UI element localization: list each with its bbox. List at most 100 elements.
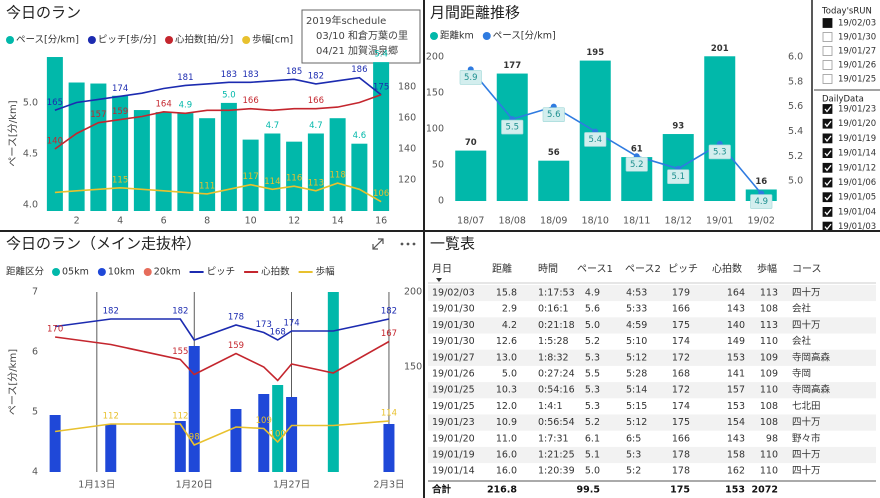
slicer-item[interactable]: 19/01/03	[838, 222, 876, 232]
legend-label: 20km	[154, 267, 181, 278]
slicer-item[interactable]: 19/01/12	[838, 163, 876, 173]
y-tick-label: 4	[32, 467, 38, 478]
table-cell: 140	[727, 320, 745, 331]
table-cell: 19/01/19	[432, 450, 475, 461]
checkbox[interactable]	[822, 32, 833, 42]
table-cell: 174	[672, 336, 690, 347]
y2-tick-label: 200	[404, 287, 422, 298]
table-cell: 5:28	[626, 369, 647, 380]
table-cell: 12.6	[496, 336, 517, 347]
data-label-box	[459, 70, 482, 85]
slicer-item[interactable]: 19/01/27	[838, 47, 876, 57]
x-tick-label: 19/01	[706, 216, 733, 227]
table-cell: 19/01/30	[432, 336, 475, 347]
table-cell: 157	[727, 385, 745, 396]
slicer-item[interactable]: 19/01/06	[838, 178, 876, 188]
slicer-item[interactable]: 19/01/04	[838, 207, 876, 217]
y2-tick-label: 5.4	[788, 126, 803, 137]
checkbox[interactable]	[822, 74, 833, 84]
y-tick-label: 200	[426, 52, 444, 63]
checkbox[interactable]	[822, 60, 833, 70]
data-label: 5.3	[713, 147, 727, 157]
table-title: 一覧表	[430, 235, 475, 253]
checkbox[interactable]	[822, 148, 833, 159]
schedule-title: 2019年schedule	[306, 14, 386, 27]
check-mark	[824, 164, 832, 172]
table-cell: 2.9	[502, 304, 517, 315]
data-label: 170	[47, 325, 63, 335]
column-header: 距離	[492, 262, 512, 275]
x-tick-label: 18/10	[582, 216, 609, 227]
checkbox[interactable]	[822, 192, 833, 203]
bar	[258, 394, 270, 472]
data-label: 182	[103, 307, 119, 317]
table-cell: 1:5:28	[538, 336, 569, 347]
data-label: 173	[256, 320, 272, 330]
sort-arrow	[436, 278, 442, 282]
slicer-item[interactable]: 19/01/23	[838, 105, 876, 115]
checkbox[interactable]	[822, 177, 833, 188]
table-cell: 141	[727, 369, 745, 380]
table-cell: 0:54:16	[538, 385, 575, 396]
table-cell: 1:17:53	[538, 288, 575, 299]
table-cell: 19/01/30	[432, 320, 475, 331]
column-header: ペース2	[625, 264, 661, 275]
checkbox[interactable]	[822, 118, 833, 129]
data-label: 111	[199, 181, 215, 191]
table-cell: 5.0	[585, 466, 600, 477]
bar	[307, 133, 324, 211]
x-tick-label: 1月13日	[78, 480, 115, 491]
legend-swatch	[87, 36, 96, 44]
checkbox[interactable]	[822, 46, 833, 56]
y2-tick-label: 140	[398, 144, 416, 155]
y2-tick-label: 150	[404, 362, 422, 373]
expand-icon[interactable]	[372, 238, 384, 250]
table-cell: 166	[672, 304, 690, 315]
slicer-item[interactable]: 19/01/25	[838, 75, 876, 85]
slicer-item[interactable]: 19/01/20	[838, 119, 876, 129]
data-label: 5.2	[630, 160, 644, 170]
schedule-item: 04/21 加賀温泉郷	[316, 44, 398, 57]
slicer-item[interactable]: 19/01/30	[838, 33, 876, 43]
data-label-box	[542, 107, 565, 122]
table-cell: 19/01/30	[432, 304, 475, 315]
y-tick-label: 6	[32, 347, 38, 358]
slicer-item[interactable]: 19/01/19	[838, 134, 876, 144]
more-icon[interactable]	[400, 242, 416, 246]
bar	[286, 141, 303, 211]
table-cell: 5.0	[502, 369, 517, 380]
checkbox[interactable]	[822, 206, 833, 217]
x-tick-label: 2月3日	[373, 480, 404, 491]
data-label: 112	[172, 412, 188, 422]
y-tick-label: 7	[32, 287, 38, 298]
x-tick-label: 18/07	[457, 216, 484, 227]
slicer-item[interactable]: 19/01/05	[838, 193, 876, 203]
bar	[133, 110, 150, 211]
x-tick-label: 6	[161, 216, 167, 227]
table-cell: 162	[727, 466, 745, 477]
checkbox[interactable]	[822, 133, 833, 144]
slicer-item[interactable]: 19/01/26	[838, 61, 876, 71]
legend-swatch	[6, 36, 14, 44]
checkbox[interactable]	[822, 104, 833, 114]
checkbox[interactable]	[822, 18, 833, 28]
checkbox[interactable]	[822, 162, 833, 173]
table-cell: 5.2	[585, 336, 600, 347]
table-cell: 179	[672, 288, 690, 299]
table-cell: 109	[760, 369, 778, 380]
data-label: 114	[264, 177, 280, 187]
table-cell: 1:20:39	[538, 466, 575, 477]
x-tick-label: 8	[204, 216, 210, 227]
data-label: 177	[503, 61, 521, 71]
table-cell: 1:7:31	[538, 433, 569, 444]
table-cell: 4.9	[585, 288, 600, 299]
slicer-item[interactable]: 19/01/14	[838, 149, 876, 159]
check-mark	[824, 150, 832, 157]
bar	[264, 133, 281, 211]
table-cell: 6:5	[626, 433, 641, 444]
slicer-item[interactable]: 19/02/03	[838, 19, 876, 29]
total-cell: 153	[725, 485, 745, 496]
table-cell: 149	[727, 336, 745, 347]
data-label: 164	[156, 99, 172, 109]
checkbox[interactable]	[822, 221, 833, 231]
